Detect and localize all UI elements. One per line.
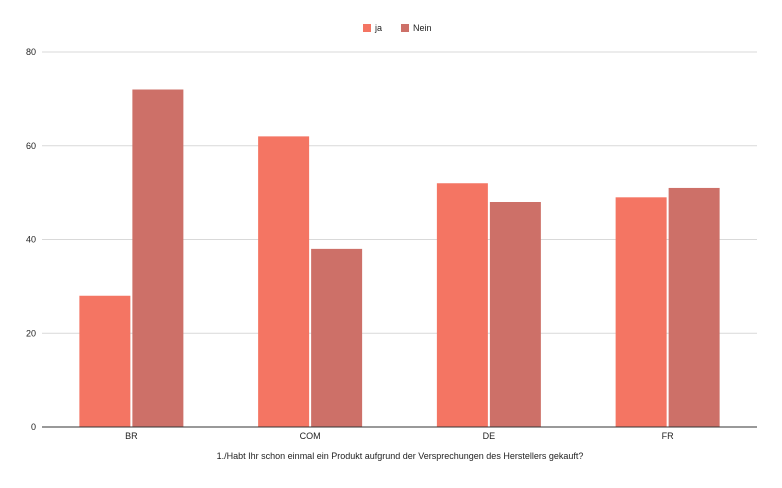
y-tick-label: 40	[26, 235, 36, 245]
y-tick-label: 80	[26, 47, 36, 57]
x-tick-label: FR	[662, 431, 674, 441]
bar-fr-nein	[668, 187, 720, 427]
x-axis-ticks: BR COM DE FR	[125, 431, 674, 441]
bar-de-ja	[436, 183, 488, 427]
legend-swatch-ja	[363, 24, 371, 32]
y-tick-label: 0	[31, 422, 36, 432]
y-axis-ticks: 0 20 40 60 80	[26, 47, 36, 432]
x-tick-label: DE	[483, 431, 496, 441]
bar-br-ja	[79, 295, 131, 427]
bar-com-nein	[311, 248, 363, 427]
x-axis-title: 1./Habt Ihr schon einmal ein Produkt auf…	[217, 451, 584, 461]
y-tick-label: 60	[26, 141, 36, 151]
legend-label-ja: ja	[374, 23, 382, 33]
legend: ja Nein	[363, 23, 432, 33]
legend-label-nein: Nein	[413, 23, 432, 33]
bar-fr-ja	[615, 197, 667, 427]
bar-br-nein	[132, 89, 184, 427]
bar-de-nein	[489, 202, 541, 427]
x-tick-label: COM	[300, 431, 321, 441]
x-tick-label: BR	[125, 431, 138, 441]
bar-com-ja	[258, 136, 310, 427]
bars	[79, 89, 720, 427]
y-tick-label: 20	[26, 328, 36, 338]
legend-swatch-nein	[401, 24, 409, 32]
